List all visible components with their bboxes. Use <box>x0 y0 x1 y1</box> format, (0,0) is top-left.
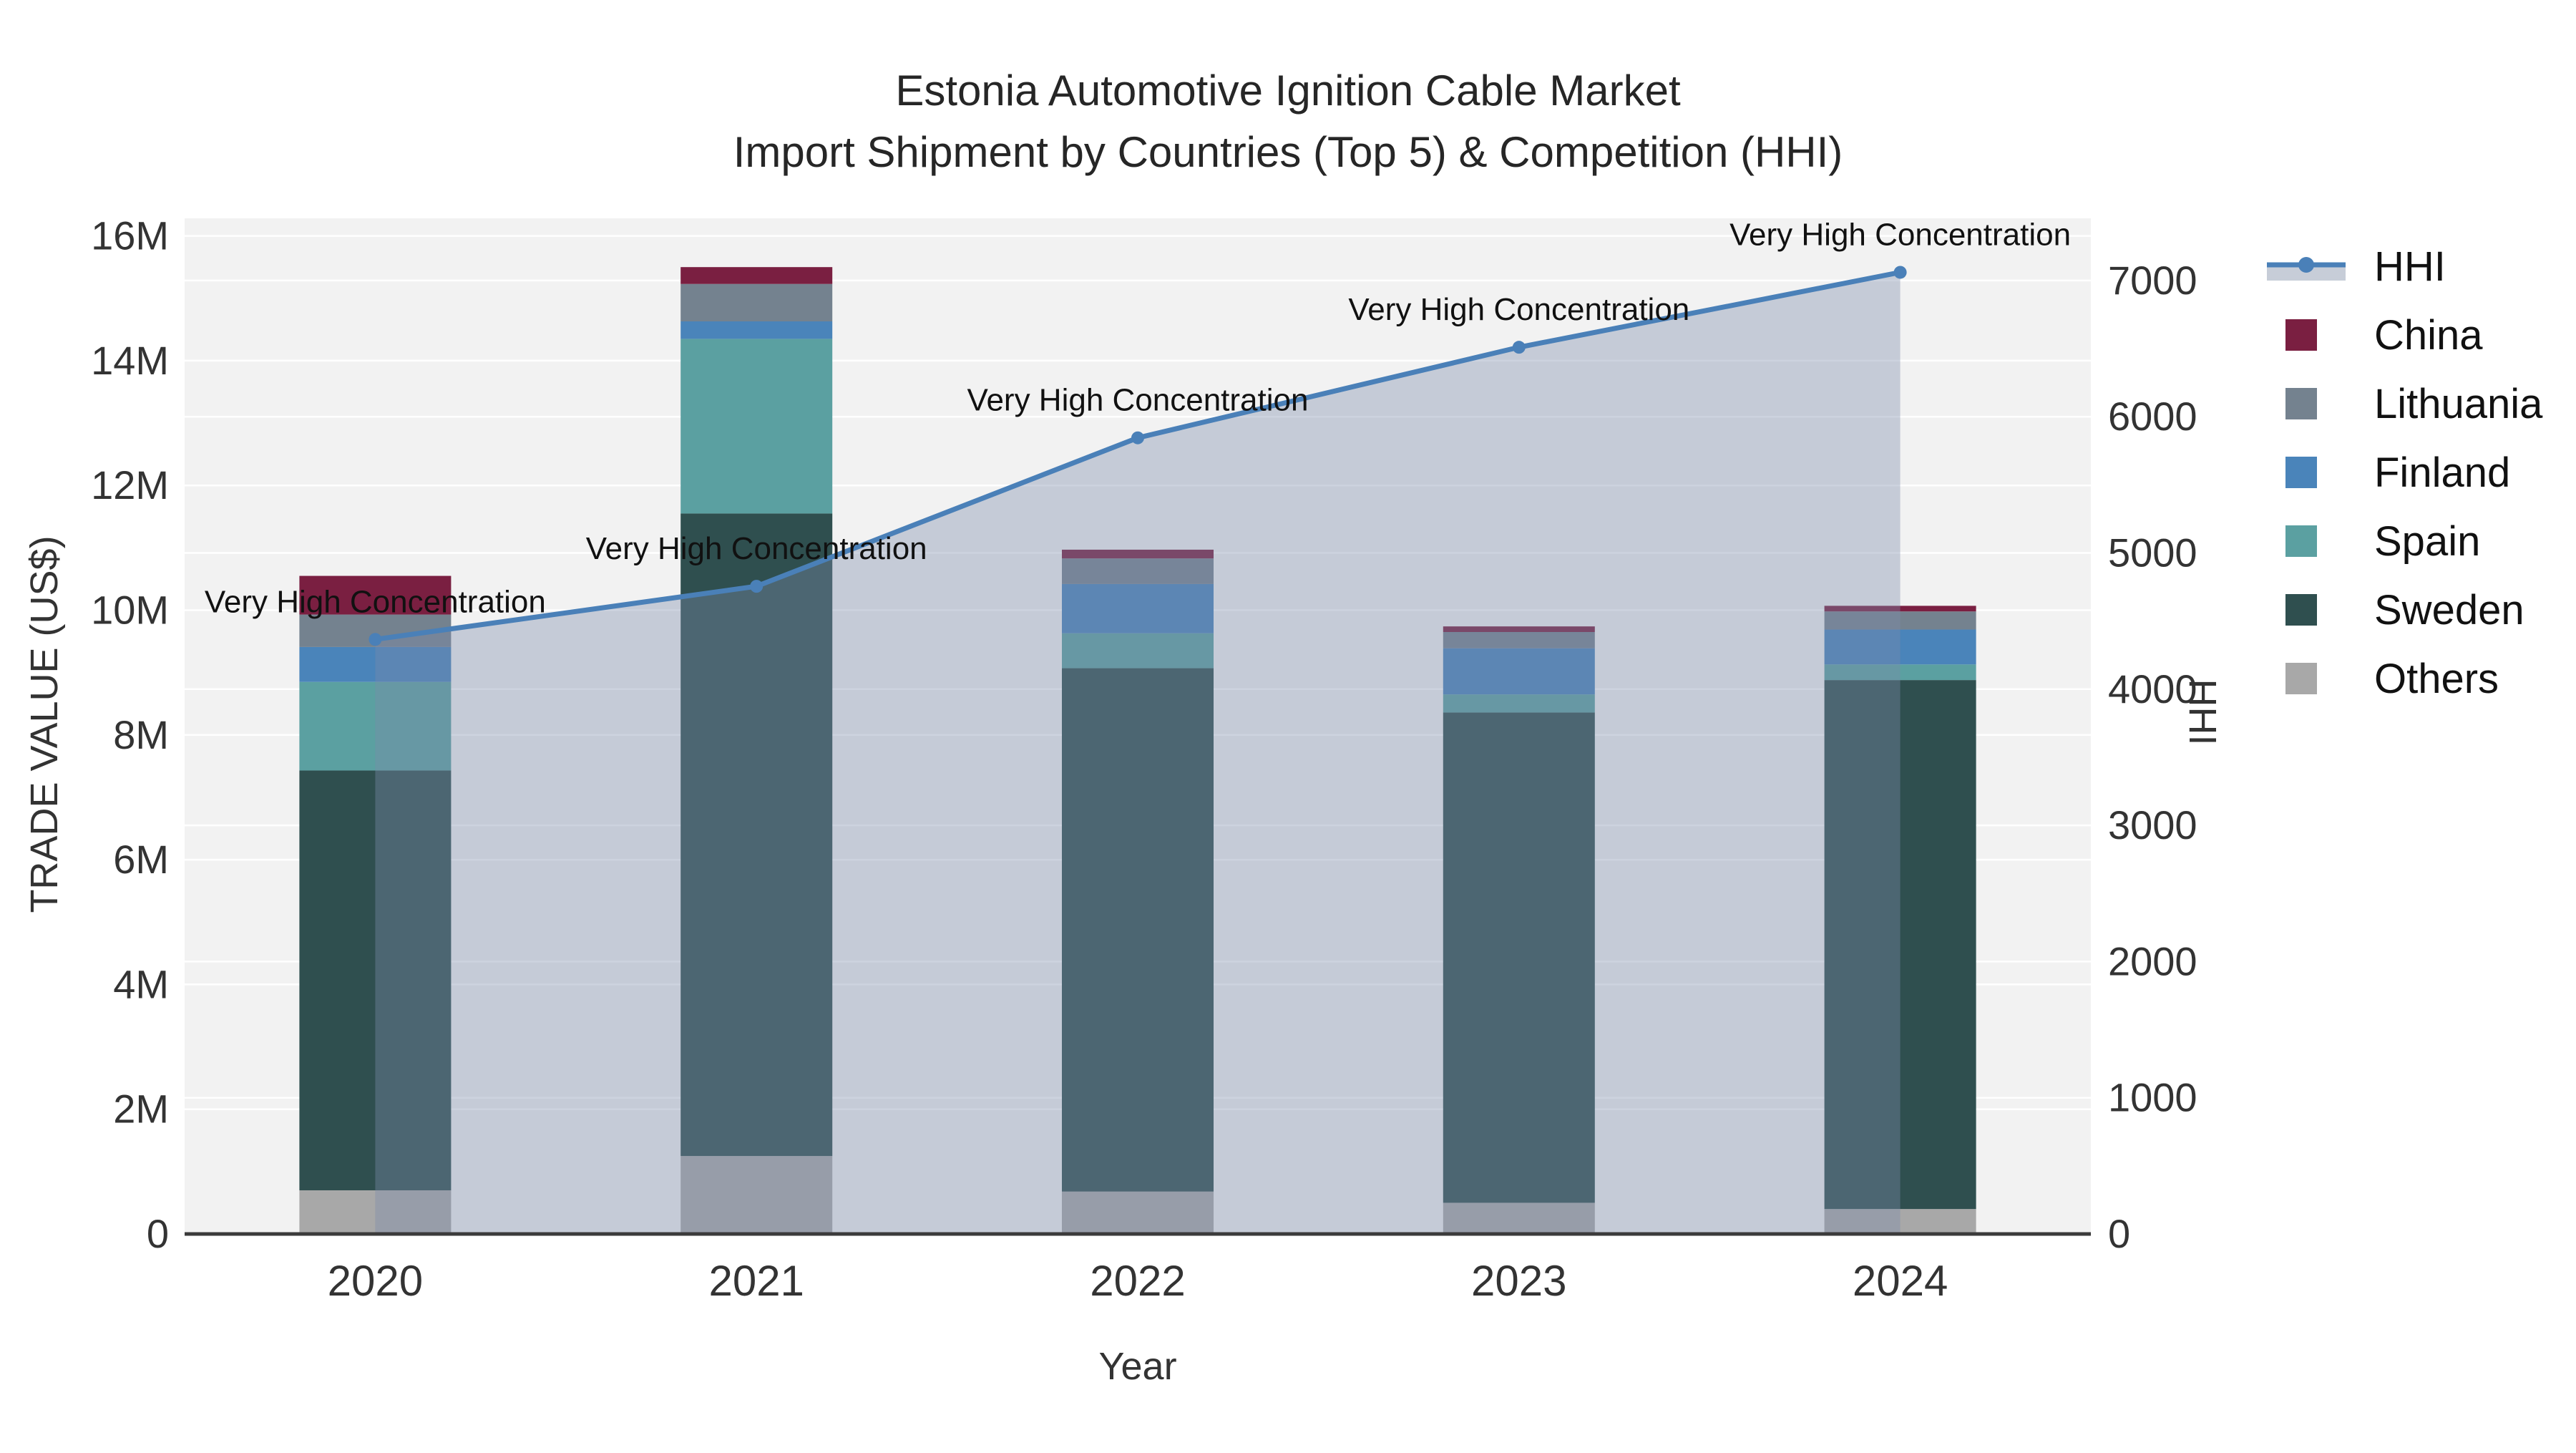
legend-item-others[interactable]: Others <box>2267 644 2542 713</box>
legend-label-spain: Spain <box>2374 517 2481 565</box>
bar-2021-finland[interactable] <box>680 321 833 339</box>
y-axis-title-right: HHI <box>2181 679 2224 746</box>
hhi-marker-2021[interactable] <box>750 580 763 593</box>
bar-2020-spain[interactable] <box>299 681 452 771</box>
x-tick-2023: 2023 <box>1471 1257 1566 1305</box>
bar-2024-finland[interactable] <box>1824 629 1976 665</box>
bar-2023-lithuania[interactable] <box>1443 632 1595 648</box>
y-left-tick-4M: 4M <box>113 961 169 1006</box>
hhi-marker-2023[interactable] <box>1512 341 1526 354</box>
bar-2022-sweden[interactable] <box>1062 668 1214 1192</box>
y-right-tick-7000: 7000 <box>2108 258 2197 303</box>
x-tick-2020: 2020 <box>328 1257 423 1305</box>
chart-title-line2: Import Shipment by Countries (Top 5) & C… <box>733 128 1843 176</box>
y-left-tick-6M: 6M <box>113 837 169 882</box>
y-right-tick-5000: 5000 <box>2108 530 2197 575</box>
x-tick-2021: 2021 <box>708 1257 804 1305</box>
legend-item-china[interactable]: China <box>2267 301 2542 369</box>
bar-2022-finland[interactable] <box>1062 583 1214 633</box>
y-right-tick-1000: 1000 <box>2108 1075 2197 1120</box>
y-left-tick-0: 0 <box>147 1211 169 1256</box>
bar-2022-spain[interactable] <box>1062 633 1214 669</box>
bar-2023-sweden[interactable] <box>1443 712 1595 1203</box>
legend-label-sweden: Sweden <box>2374 586 2524 633</box>
legend: HHI China Lithuania Finland Spain Sweden Other… <box>2267 232 2542 713</box>
bar-2024-spain[interactable] <box>1824 664 1976 681</box>
hhi-marker-2024[interactable] <box>1893 266 1907 279</box>
bar-2020-finland[interactable] <box>299 646 452 682</box>
bar-2023-spain[interactable] <box>1443 694 1595 713</box>
annotation-2022: Very High Concentration <box>967 383 1309 418</box>
bar-2024-others[interactable] <box>1824 1209 1976 1234</box>
annotation-2021: Very High Concentration <box>586 531 927 566</box>
hhi-line-swatch-icon <box>2267 249 2374 283</box>
bar-2024-china[interactable] <box>1824 606 1976 612</box>
legend-item-finland[interactable]: Finland <box>2267 438 2542 507</box>
sweden-swatch-icon <box>2267 593 2374 627</box>
y-right-tick-3000: 3000 <box>2108 802 2197 847</box>
bar-2023-finland[interactable] <box>1443 648 1595 695</box>
y-left-tick-12M: 12M <box>91 462 169 507</box>
bar-2024-sweden[interactable] <box>1824 680 1976 1210</box>
y-right-tick-4000: 4000 <box>2108 666 2197 711</box>
hhi-marker-2022[interactable] <box>1131 431 1144 444</box>
legend-label-others: Others <box>2374 655 2499 702</box>
bar-2020-others[interactable] <box>299 1190 452 1234</box>
bar-2021-others[interactable] <box>680 1156 833 1234</box>
y-left-tick-14M: 14M <box>91 338 169 383</box>
y-axis-title-left: TRADE VALUE (US$) <box>23 535 66 913</box>
legend-label-finland: Finland <box>2374 449 2511 496</box>
y-left-tick-16M: 16M <box>91 213 169 258</box>
legend-label-lithuania: Lithuania <box>2374 380 2543 427</box>
legend-label-china: China <box>2374 311 2483 359</box>
legend-item-spain[interactable]: Spain <box>2267 507 2542 575</box>
bar-2020-sweden[interactable] <box>299 770 452 1190</box>
x-axis-title: Year <box>1098 1345 1177 1388</box>
y-right-tick-0: 0 <box>2108 1211 2130 1256</box>
bar-2024-lithuania[interactable] <box>1824 611 1976 630</box>
legend-item-lithuania[interactable]: Lithuania <box>2267 369 2542 438</box>
bar-2023-china[interactable] <box>1443 626 1595 633</box>
annotation-2023: Very High Concentration <box>1348 292 1689 327</box>
bar-2022-lithuania[interactable] <box>1062 558 1214 584</box>
hhi-area-fill <box>375 272 1901 1235</box>
spain-swatch-icon <box>2267 524 2374 558</box>
legend-item-hhi[interactable]: HHI <box>2267 232 2542 301</box>
bar-2020-china[interactable] <box>299 575 452 615</box>
chart-title-line1: Estonia Automotive Ignition Cable Market <box>895 67 1681 115</box>
bar-2021-sweden[interactable] <box>680 513 833 1157</box>
y-left-tick-8M: 8M <box>113 712 169 757</box>
legend-label-hhi: HHI <box>2374 243 2446 290</box>
bar-2021-lithuania[interactable] <box>680 283 833 321</box>
y-left-tick-2M: 2M <box>113 1087 169 1132</box>
y-left-tick-10M: 10M <box>91 588 169 633</box>
y-right-tick-2000: 2000 <box>2108 938 2197 983</box>
lithuania-swatch-icon <box>2267 387 2374 421</box>
bar-2023-others[interactable] <box>1443 1202 1595 1234</box>
x-tick-2024: 2024 <box>1853 1257 1948 1305</box>
annotation-2020: Very High Concentration <box>205 584 546 619</box>
bar-2022-china[interactable] <box>1062 549 1214 559</box>
y-right-tick-6000: 6000 <box>2108 394 2197 439</box>
others-swatch-icon <box>2267 661 2374 696</box>
finland-swatch-icon <box>2267 455 2374 490</box>
annotation-2024: Very High Concentration <box>1729 217 2071 252</box>
hhi-marker-2020[interactable] <box>369 633 382 646</box>
china-swatch-icon <box>2267 318 2374 352</box>
bar-2021-china[interactable] <box>680 267 833 284</box>
legend-item-sweden[interactable]: Sweden <box>2267 575 2542 644</box>
x-tick-2022: 2022 <box>1090 1257 1185 1305</box>
bar-2021-spain[interactable] <box>680 339 833 514</box>
bar-2022-others[interactable] <box>1062 1191 1214 1234</box>
